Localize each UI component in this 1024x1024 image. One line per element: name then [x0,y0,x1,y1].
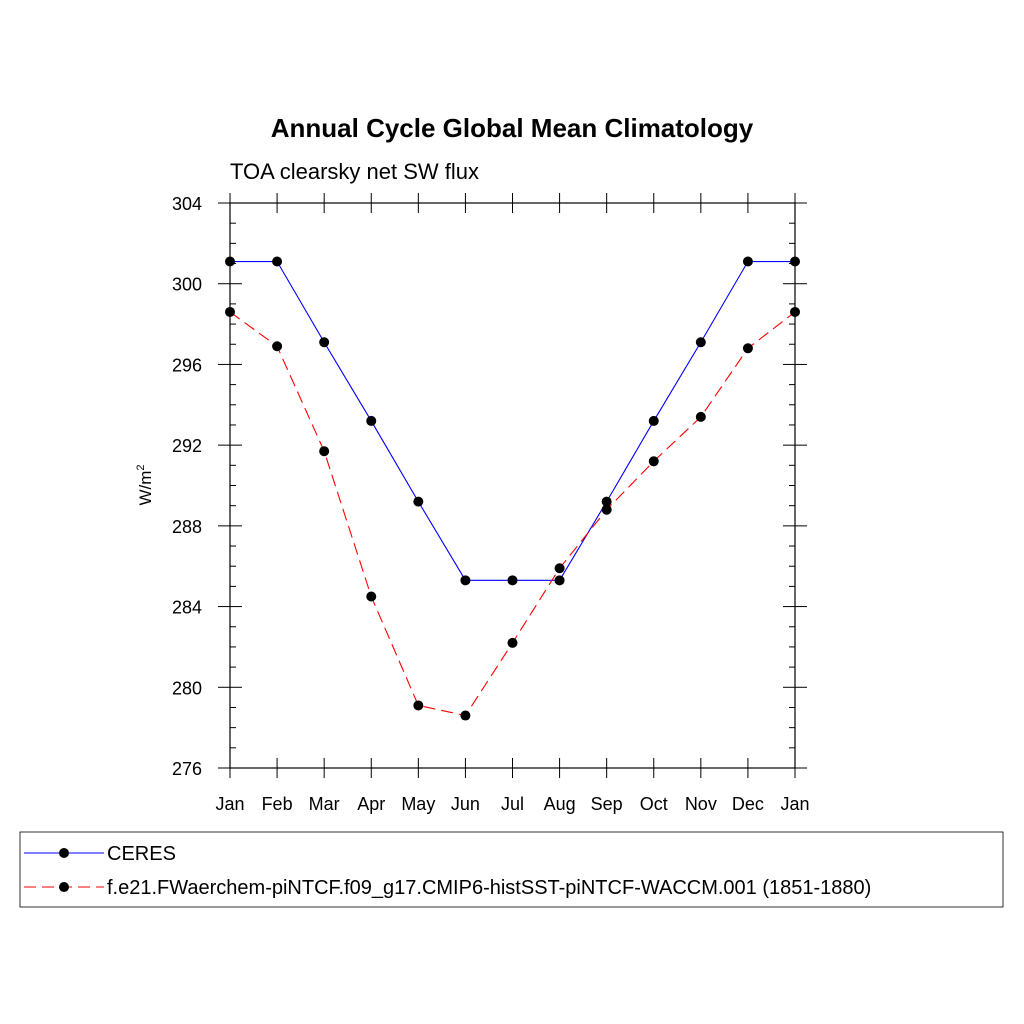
x-tick-label: Apr [357,794,385,814]
data-point-series-1 [225,306,235,317]
series-line-1 [229,311,796,717]
data-point-series-0 [742,256,753,267]
data-point-series-1 [460,710,471,721]
x-tick-label: Nov [685,794,717,814]
data-point-series-0 [319,337,330,348]
legend: CERES f.e21.FWaerchem-piNTCF.f09_g17.CMIP… [24,843,871,899]
data-point-series-1 [601,504,612,515]
data-point-series-1 [507,637,518,648]
legend-marker-1 [59,882,69,892]
legend-label-0: CERES [107,843,176,865]
data-point-series-0 [554,575,565,586]
data-point-series-0 [790,256,800,267]
data-point-series-0 [460,575,471,586]
x-tick-label: Feb [262,794,293,814]
chart-title: Annual Cycle Global Mean Climatology [271,113,754,143]
data-point-series-1 [790,306,800,317]
y-tick-label: 292 [172,436,202,456]
y-tick-label: 304 [172,194,202,214]
x-tick-label: Jul [501,794,524,814]
data-point-series-0 [507,575,518,586]
plot-frame [229,202,796,769]
x-tick-label: Oct [640,794,668,814]
y-axis-label: W/m2 [135,464,155,505]
data-point-series-0 [648,415,659,426]
x-tick-label: May [401,794,435,814]
chart-subtitle: TOA clearsky net SW flux [230,159,479,184]
data-point-series-1 [413,700,424,711]
x-tick-label: Sep [591,794,623,814]
x-axis: Jan Feb Mar Apr May Jun Jul Aug Sep Oct Nov Dec Jan [215,193,810,814]
legend-marker-0 [59,848,69,858]
y-axis-label-exponent: 2 [135,464,147,470]
x-tick-label: Jan [215,794,244,814]
data-point-series-0 [366,415,377,426]
data-point-series-1 [272,341,283,352]
data-point-series-1 [554,563,565,574]
data-point-series-1 [366,591,377,602]
x-tick-label: Jan [780,794,809,814]
data-point-series-1 [695,411,706,422]
x-tick-label: Mar [309,794,340,814]
data-point-series-0 [601,496,612,507]
y-tick-label: 284 [172,598,202,618]
data-point-series-1 [648,456,659,467]
data-point-series-1 [319,446,330,457]
legend-box [19,831,1004,908]
data-point-series-0 [272,256,283,267]
y-tick-label: 276 [172,759,202,779]
legend-label-1: f.e21.FWaerchem-piNTCF.f09_g17.CMIP6-his… [107,877,871,899]
data-point-series-0 [695,337,706,348]
y-tick-label: 300 [172,275,202,295]
data-point-series-0 [413,496,424,507]
x-tick-label: Aug [544,794,576,814]
x-tick-label: Dec [732,794,764,814]
data-point-series-1 [742,343,753,354]
x-tick-label: Jun [451,794,480,814]
y-axis-label-unit: W/m [136,471,155,506]
y-axis: 276 280 284 288 292 296 300 304 [172,194,807,779]
data-point-series-0 [225,256,235,267]
y-tick-label: 296 [172,355,202,375]
y-tick-label: 280 [172,678,202,698]
series-layer [225,256,800,721]
series-line-0 [230,260,795,581]
y-tick-label: 288 [172,517,202,537]
